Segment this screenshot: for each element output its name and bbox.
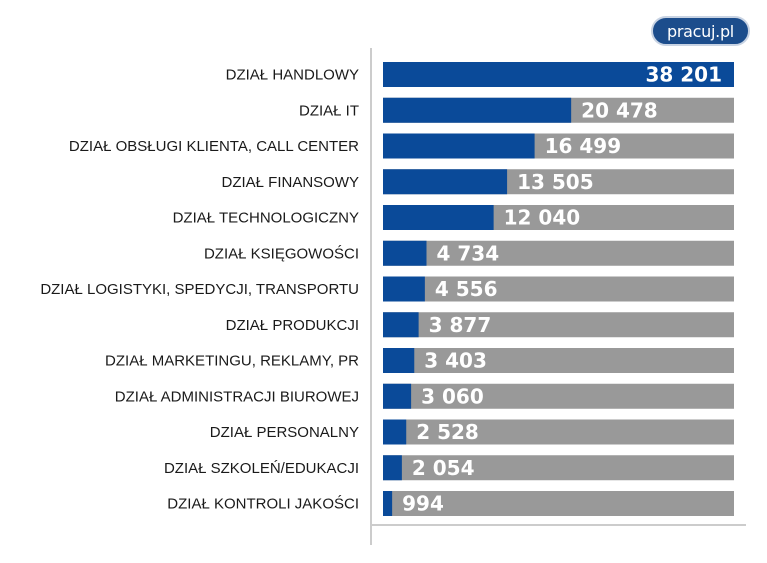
- category-label: DZIAŁ PERSONALNY: [210, 424, 359, 441]
- category-label: DZIAŁ OBSŁUGI KLIENTA, CALL CENTER: [69, 138, 359, 155]
- data-label: 12 040: [504, 206, 581, 230]
- bar: [383, 97, 572, 123]
- category-label: DZIAŁ ADMINISTRACJI BIUROWEJ: [115, 388, 359, 405]
- category-label: DZIAŁ KONTROLI JAKOŚCI: [167, 495, 359, 513]
- bar: [383, 312, 419, 338]
- category-label: DZIAŁ SZKOLEŃ/EDUKACJI: [164, 460, 359, 477]
- data-label: 3 403: [424, 349, 487, 373]
- bar: [383, 455, 402, 481]
- category-label: DZIAŁ KSIĘGOWOŚCI: [204, 244, 359, 262]
- data-label: 2 054: [412, 456, 475, 480]
- bar-track: [383, 455, 734, 481]
- bar: [383, 383, 412, 409]
- category-label: DZIAŁ HANDLOWY: [226, 67, 359, 84]
- bar: [383, 240, 427, 266]
- bar: [383, 169, 508, 195]
- logo-text: pracuj.pl: [667, 21, 734, 41]
- category-label: DZIAŁ MARKETINGU, REKLAMY, PR: [105, 353, 359, 370]
- data-label: 4 734: [436, 241, 499, 265]
- bar: [383, 348, 415, 373]
- data-label: 38 201: [645, 63, 722, 87]
- bar: [383, 62, 734, 87]
- category-label: DZIAŁ FINANSOWY: [221, 174, 359, 191]
- bar: [383, 419, 407, 445]
- category-label: DZIAŁ LOGISTYKI, SPEDYCJI, TRANSPORTU: [40, 281, 359, 298]
- bar-track: [383, 348, 734, 373]
- data-label: 16 499: [545, 134, 622, 158]
- axis-group: [370, 48, 746, 545]
- bar-track: [383, 276, 734, 302]
- pracuj-logo: pracuj.pl: [651, 16, 750, 46]
- bar-track: [383, 491, 734, 516]
- data-label: 3 060: [421, 384, 484, 408]
- bar-track: [383, 240, 734, 266]
- data-label: 2 528: [416, 420, 479, 444]
- bar: [383, 491, 393, 516]
- bar: [383, 205, 494, 230]
- data-label: 3 877: [429, 313, 492, 337]
- data-label: 20 478: [581, 98, 658, 122]
- bar: [383, 276, 425, 302]
- bar: [383, 133, 535, 159]
- category-label: DZIAŁ TECHNOLOGICZNY: [173, 210, 359, 227]
- category-labels: DZIAŁ HANDLOWY DZIAŁ IT DZIAŁ OBSŁUGI KLIE…: [40, 67, 359, 513]
- bar-track: [383, 419, 734, 445]
- data-label: 994: [402, 492, 444, 516]
- bar-track: [383, 312, 734, 338]
- category-label: DZIAŁ PRODUKCJI: [226, 317, 359, 334]
- data-label: 13 505: [517, 170, 594, 194]
- data-label: 4 556: [435, 277, 498, 301]
- category-label: DZIAŁ IT: [299, 102, 359, 119]
- bar-track: [383, 383, 734, 409]
